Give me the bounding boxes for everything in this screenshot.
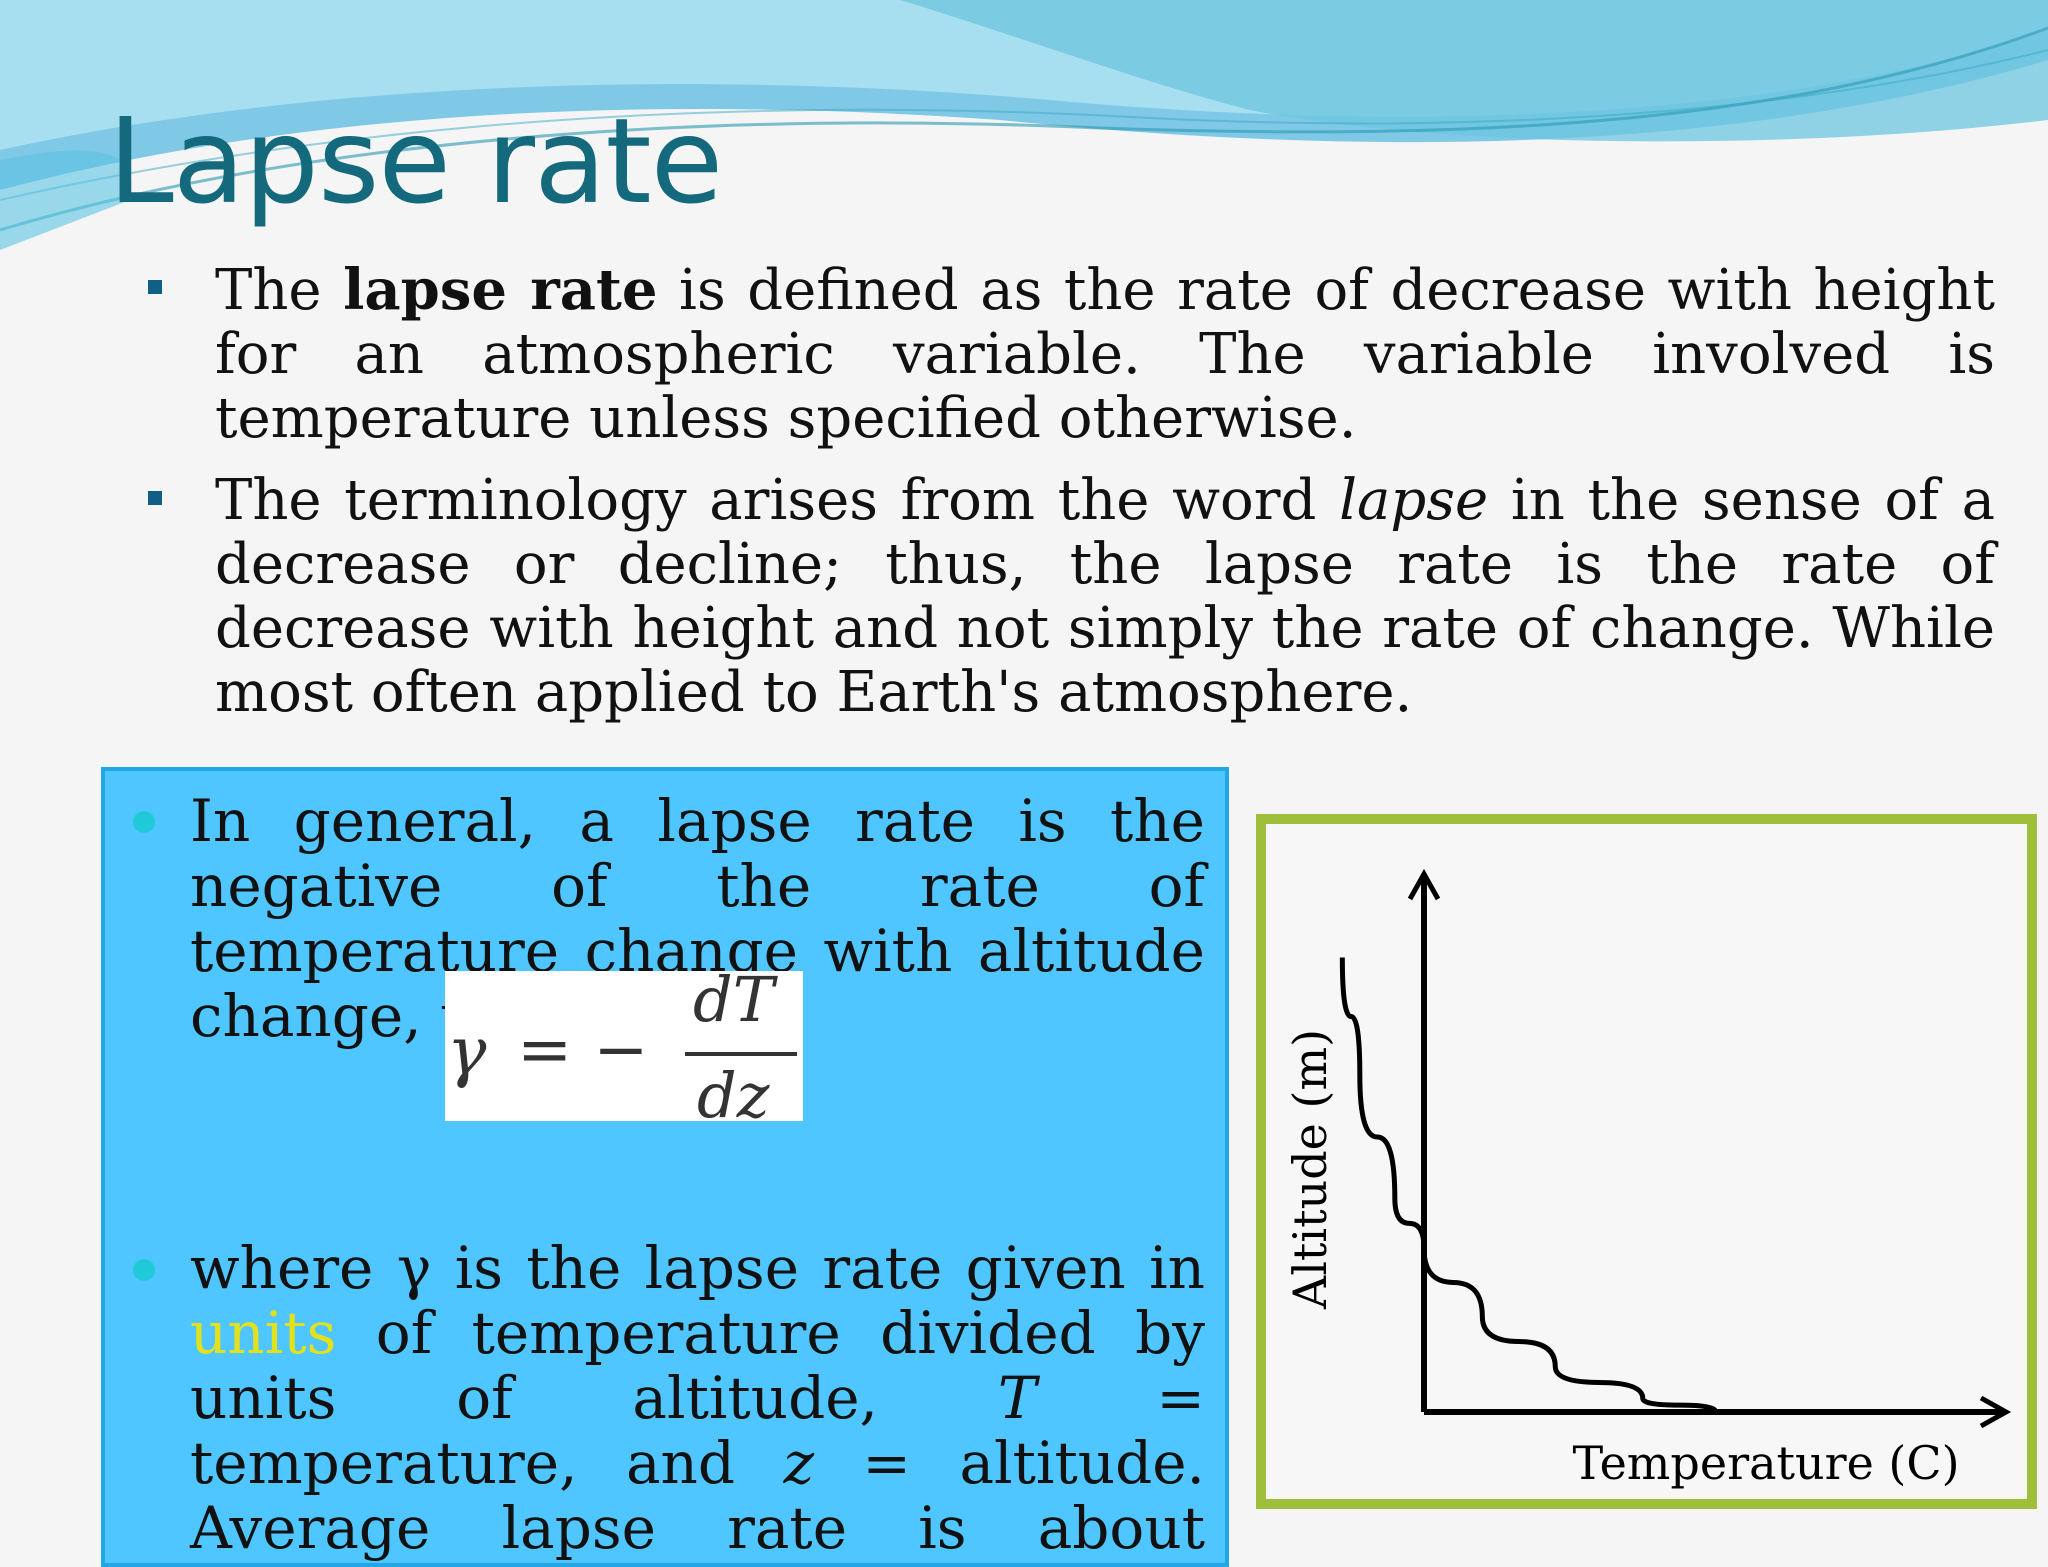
x-axis-label: Temperature (C) (1572, 1436, 1959, 1490)
square-bullet-icon (148, 491, 162, 505)
lapse-rate-chart: Temperature (C) Altitude (m) (1256, 814, 2037, 1509)
bullet-terminology-text: The terminology arises from the word lap… (215, 468, 1995, 725)
intro-bullets: The lapse rate is defined as the rate of… (140, 258, 1995, 739)
bullet-definition: The lapse rate is defined as the rate of… (140, 258, 1995, 451)
x-axis-arrow-icon (1979, 1395, 2012, 1429)
general-definition-text: In general, a lapse rate is the negative… (190, 787, 1205, 1050)
formula-denominator: dz (697, 1059, 770, 1132)
y-axis-label: Altitude (m) (1283, 1029, 1337, 1310)
formula-equals-minus: = − (517, 1011, 649, 1088)
header-wave-decoration (0, 0, 2048, 250)
formula-fraction-bar (685, 1052, 797, 1056)
lapse-rate-formula: γ = − dT dz (445, 963, 803, 1132)
bullet-definition-text: The lapse rate is defined as the rate of… (215, 257, 1996, 451)
term-lapse-rate: lapse rate (343, 257, 658, 323)
definition-box: In general, a lapse rate is the negative… (101, 767, 1229, 1567)
units-link[interactable]: units (190, 1299, 337, 1367)
slide-title: Lapse rate (108, 92, 723, 230)
y-axis-arrow-icon (1407, 868, 1441, 901)
square-bullet-icon (148, 280, 162, 294)
lapse-rate-chart-svg: Temperature (C) Altitude (m) (1283, 868, 2012, 1490)
round-bullet-icon (133, 1259, 155, 1281)
formula-numerator: dT (693, 963, 775, 1036)
round-bullet-icon (133, 811, 155, 833)
bullet-terminology: The terminology arises from the word lap… (140, 469, 1995, 725)
lapse-curve (1339, 957, 1719, 1413)
units-definition-text: where γ is the lapse rate given in units… (190, 1234, 1205, 1564)
formula-gamma: γ (447, 1013, 487, 1090)
term-lapse: lapse (1339, 468, 1489, 533)
